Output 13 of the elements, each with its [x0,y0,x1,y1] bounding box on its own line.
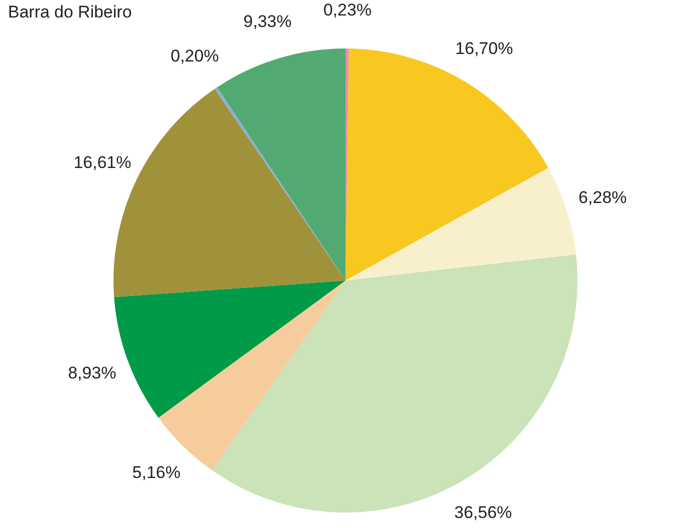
data-label: 5,16% [132,463,180,482]
chart-title: Barra do Ribeiro [8,2,132,22]
data-label: 9,33% [243,12,292,32]
data-label: 16,70% [455,38,513,58]
pie-slice [217,48,346,280]
data-label: 16,61% [74,153,132,172]
pie-slice [114,280,346,418]
data-label: 0,20% [170,46,219,66]
data-label: 6,28% [578,188,627,208]
pie-slice [346,168,576,280]
data-label: 0,23% [323,0,372,20]
data-label: 8,93% [68,364,116,383]
data-label: 36,56% [454,502,512,522]
